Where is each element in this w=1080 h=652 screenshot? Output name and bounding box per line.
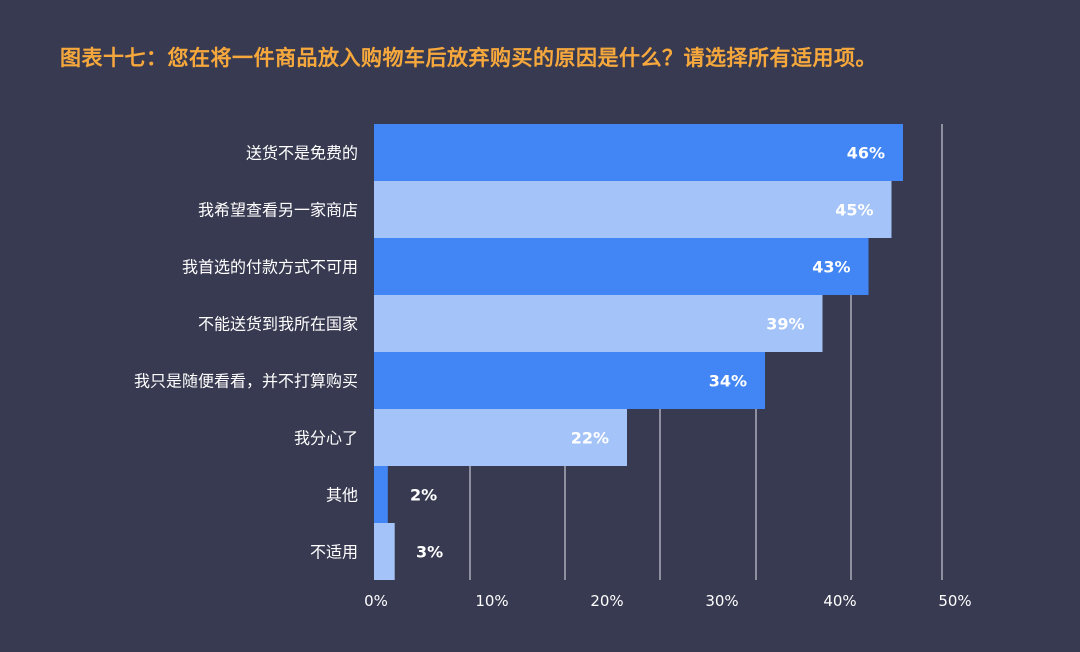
data-label: 34% (709, 372, 747, 391)
x-tick-label: 30% (705, 592, 738, 610)
category-label: 我只是随便看看，并不打算购买 (134, 372, 358, 391)
category-label: 我分心了 (294, 429, 358, 448)
data-label: 43% (812, 258, 850, 277)
data-label: 2% (410, 486, 437, 505)
x-tick-label: 50% (938, 592, 971, 610)
bar (374, 124, 903, 181)
category-label: 其他 (326, 486, 358, 505)
bar (374, 352, 765, 409)
category-label: 我首选的付款方式不可用 (182, 258, 358, 277)
x-tick-label: 0% (364, 592, 388, 610)
bar (374, 181, 892, 238)
category-label: 不适用 (310, 543, 358, 562)
category-label: 不能送货到我所在国家 (198, 315, 358, 334)
data-label: 3% (416, 543, 443, 562)
data-label: 46% (847, 144, 885, 163)
x-tick-label: 20% (590, 592, 623, 610)
chart-title: 图表十七：您在将一件商品放入购物车后放弃购买的原因是什么？请选择所有适用项。 (60, 46, 877, 70)
bar (374, 466, 388, 523)
x-tick-label: 40% (823, 592, 856, 610)
bar (374, 523, 395, 580)
data-label: 22% (571, 429, 609, 448)
category-label: 送货不是免费的 (246, 144, 358, 163)
bar (374, 295, 823, 352)
data-label: 39% (766, 315, 804, 334)
bar (374, 409, 627, 466)
data-label: 45% (835, 201, 873, 220)
x-tick-label: 10% (475, 592, 508, 610)
bar (374, 238, 869, 295)
category-label: 我希望查看另一家商店 (198, 201, 358, 220)
